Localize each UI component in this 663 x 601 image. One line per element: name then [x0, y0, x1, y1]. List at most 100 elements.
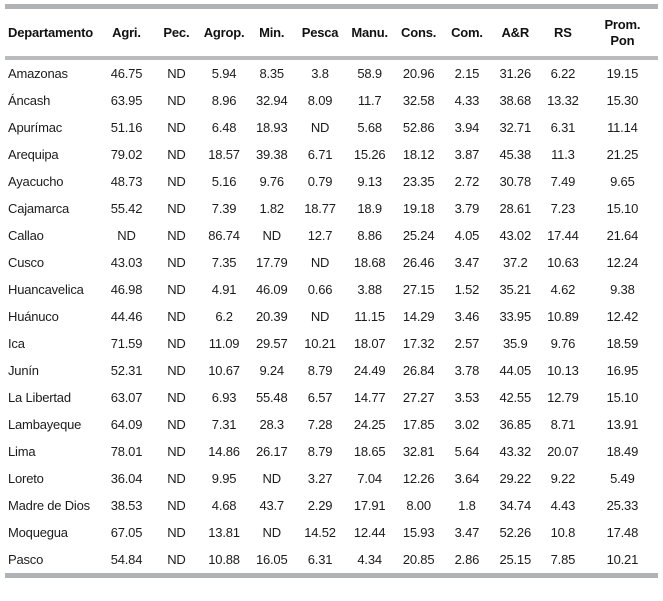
cell: 7.04 — [357, 471, 382, 487]
cell: 6.2 — [215, 309, 233, 325]
row-label: Huancavelica — [8, 282, 84, 298]
cell: 7.23 — [550, 201, 576, 217]
cell: 3.47 — [454, 255, 480, 271]
cell: 9.76 — [550, 336, 576, 352]
row-label: La Libertad — [8, 390, 71, 406]
cell: 5.94 — [211, 66, 237, 82]
column-header-manu: Manu. — [344, 6, 395, 61]
cell: 7.35 — [211, 255, 237, 271]
cell: 7.39 — [211, 201, 237, 217]
table-row: Loreto 36.04 ND 9.95 ND 3.27 7.04 12.26 3.64 29.2… — [5, 465, 658, 492]
cell: 42.55 — [499, 390, 531, 406]
cell: 10.63 — [547, 255, 579, 271]
cell: 18.57 — [208, 147, 240, 163]
row-label: Ayacucho — [8, 174, 64, 190]
cell: 35.21 — [499, 282, 531, 298]
cell: 52.31 — [110, 363, 143, 379]
cell: 12.26 — [402, 471, 435, 487]
cell: 7.49 — [550, 174, 576, 190]
cell: 2.29 — [307, 498, 333, 514]
cell: 18.77 — [304, 201, 336, 217]
cell: 15.26 — [353, 147, 386, 163]
cell: 10.67 — [208, 363, 240, 379]
cell: 11.7 — [357, 93, 382, 109]
cell: 8.79 — [307, 363, 333, 379]
cell: 15.10 — [606, 390, 639, 406]
row-label: Junín — [8, 363, 39, 379]
cell: 3.8 — [311, 66, 329, 82]
cell: 17.32 — [402, 336, 435, 352]
cell: 21.64 — [606, 228, 639, 244]
column-header-agri: Agri. — [100, 6, 153, 61]
cell: 20.96 — [402, 66, 435, 82]
table-row: Junín 52.31 ND 10.67 9.24 8.79 24.49 26.84 3.78 4… — [5, 357, 658, 384]
cell: ND — [167, 471, 186, 487]
cell: 43.02 — [499, 228, 531, 244]
row-label: Pasco — [8, 552, 44, 568]
row-label: Ica — [8, 336, 25, 352]
table-row: La Libertad 63.07 ND 6.93 55.48 6.57 14.77 27.2… — [5, 384, 658, 411]
cell: 9.65 — [610, 174, 635, 190]
cell: 28.3 — [259, 417, 284, 433]
cell: 21.25 — [606, 147, 639, 163]
cell: 6.31 — [550, 120, 576, 136]
cell: 25.33 — [606, 498, 639, 514]
cell: 8.79 — [307, 444, 333, 460]
column-header-min: Min. — [247, 6, 296, 61]
table-row: Cusco 43.03 ND 7.35 17.79 ND 18.68 26.46 3.47 37.… — [5, 249, 658, 276]
column-header-departamento: Departamento — [5, 6, 101, 61]
cell: ND — [310, 309, 330, 325]
cell: 8.86 — [357, 228, 382, 244]
cell: ND — [167, 228, 186, 244]
cell: 7.31 — [211, 417, 237, 433]
cell: ND — [310, 120, 330, 136]
cell: 3.02 — [454, 417, 480, 433]
cell: ND — [167, 525, 186, 541]
cell: 9.38 — [610, 282, 635, 298]
cell: 13.32 — [547, 93, 579, 109]
cell: 7.85 — [550, 552, 576, 568]
cell: 4.05 — [454, 228, 480, 244]
cell: 15.93 — [402, 525, 435, 541]
cell: ND — [262, 228, 282, 244]
cell: 17.91 — [353, 498, 386, 514]
cell: 32.81 — [402, 444, 435, 460]
cell: 14.77 — [353, 390, 386, 406]
cell: 46.09 — [255, 282, 288, 298]
table-row: Huancavelica 46.98 ND 4.91 46.09 0.66 3.88 27.1… — [5, 276, 658, 303]
row-label: Madre de Dios — [8, 498, 90, 514]
cell: 48.73 — [110, 174, 143, 190]
table-row: Moquegua 67.05 ND 13.81 ND 14.52 12.44 15.93 3.4… — [5, 519, 658, 546]
table-row: Ica 71.59 ND 11.09 29.57 10.21 18.07 17.32 2.57 3… — [5, 330, 658, 357]
cell: 11.3 — [551, 147, 575, 163]
cell: 8.96 — [211, 93, 237, 109]
table-header-row: Departamento Agri. Pec. Agrop. Min. Pesca Manu… — [5, 6, 658, 61]
cell: 3.64 — [454, 471, 480, 487]
table-row: Huánuco 44.46 ND 6.2 20.39 ND 11.15 14.29 3.46 33… — [5, 303, 658, 330]
cell: 46.75 — [110, 66, 143, 82]
cell: 86.74 — [208, 228, 240, 244]
cell: 39.38 — [255, 147, 288, 163]
cell: 10.21 — [304, 336, 336, 352]
cell: 11.15 — [354, 309, 385, 325]
cell: 24.49 — [353, 363, 386, 379]
cell: 13.91 — [606, 417, 639, 433]
table-header: Departamento Agri. Pec. Agrop. Min. Pesca Manu… — [5, 6, 658, 61]
cell: 9.22 — [550, 471, 576, 487]
cell: 12.42 — [606, 309, 639, 325]
cell: 1.82 — [259, 201, 284, 217]
table-row: Apurímac 51.16 ND 6.48 18.93 ND 5.68 52.86 3.94 3… — [5, 114, 658, 141]
cell: 26.46 — [402, 255, 435, 271]
cell: 63.07 — [110, 390, 143, 406]
cell: 23.35 — [402, 174, 435, 190]
cell: 4.91 — [211, 282, 237, 298]
cell: 32.58 — [402, 93, 435, 109]
cell: 4.43 — [550, 498, 576, 514]
cell: 34.74 — [499, 498, 531, 514]
column-header-agrop: Agrop. — [200, 6, 248, 61]
cell: 14.52 — [304, 525, 336, 541]
cell: 18.49 — [606, 444, 639, 460]
cell: 43.32 — [499, 444, 531, 460]
table-row: Arequipa 79.02 ND 18.57 39.38 6.71 15.26 18.12 3… — [5, 141, 658, 168]
cell: 64.09 — [110, 417, 143, 433]
